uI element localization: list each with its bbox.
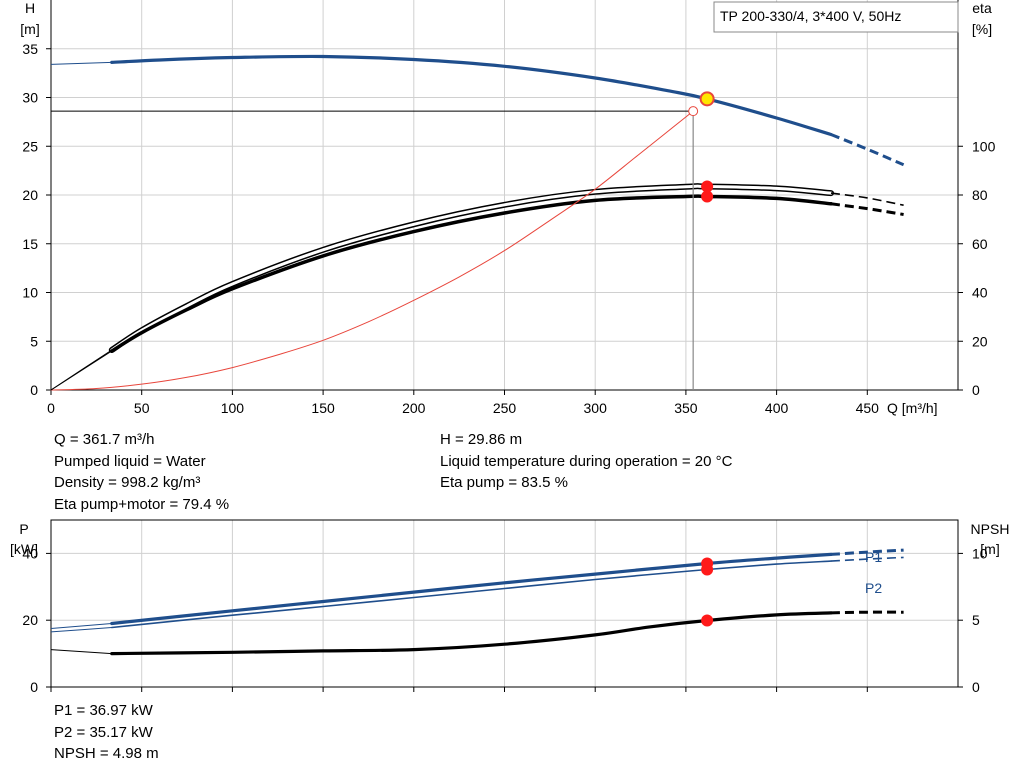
x-tick-label: 450 xyxy=(856,400,880,416)
h-tick-label: 0 xyxy=(30,382,38,398)
eta-pump-motor-readout: Eta pump+motor = 79.4 % xyxy=(54,495,230,513)
h-tick-label: 5 xyxy=(30,333,38,349)
p-axis-label: P xyxy=(19,521,28,537)
head-readout: H = 29.86 m xyxy=(440,431,523,448)
p1-curve xyxy=(110,552,833,626)
npsh-readout: NPSH = 4.98 m xyxy=(54,745,159,762)
info-bottom: P1 = 36.97 kW P2 = 35.17 kW NPSH = 4.98 … xyxy=(54,700,159,765)
p1-curve-extrapolated xyxy=(830,548,904,556)
h-tick-label: 35 xyxy=(22,41,38,57)
x-tick-label: 100 xyxy=(221,400,245,416)
h-tick-label: 30 xyxy=(22,90,38,106)
p2-curve xyxy=(111,560,832,629)
duty-point-head xyxy=(699,91,715,107)
bottom-chart-grid xyxy=(51,520,958,687)
system-curve-point xyxy=(688,106,699,117)
eta-tick-label: 40 xyxy=(972,285,988,301)
npsh-tick-label: 5 xyxy=(972,612,980,628)
h-axis-unit: [m] xyxy=(20,21,39,37)
p1-curve-extension xyxy=(50,623,112,629)
liquid-readout: Pumped liquid = Water xyxy=(54,452,206,470)
eta-tick-label: 100 xyxy=(972,138,996,154)
eta-axis-label: eta xyxy=(972,0,992,16)
x-tick-label: 200 xyxy=(402,400,426,416)
head-curve xyxy=(110,54,833,137)
head-curve-extrapolated xyxy=(830,133,905,167)
p2-curve-extrapolated xyxy=(830,556,904,562)
duty-point-eta xyxy=(701,180,714,193)
x-tick-label: 0 xyxy=(47,400,55,416)
operating-points xyxy=(688,91,715,627)
x-tick-label: 400 xyxy=(765,400,789,416)
top-chart-grid xyxy=(51,0,958,390)
chart-title: TP 200-330/4, 3*400 V, 50Hz xyxy=(720,8,901,24)
temperature-readout: Liquid temperature during operation = 20… xyxy=(440,452,733,470)
duty-point-bottom-1 xyxy=(701,563,714,576)
eta-tick-label: 0 xyxy=(972,382,980,398)
x-tick-label: 350 xyxy=(674,400,698,416)
eta-pump-curve-extrapolated xyxy=(830,192,904,206)
eta-tick-label: 20 xyxy=(972,333,988,349)
x-axis-label: Q [m³/h] xyxy=(887,400,938,416)
density-readout: Density = 998.2 kg/m³ xyxy=(54,474,201,491)
eta-pump-motor-curve-extrapolated xyxy=(830,202,904,216)
p-tick-label: 0 xyxy=(30,679,38,695)
x-tick-label: 50 xyxy=(134,400,150,416)
h-tick-label: 20 xyxy=(22,187,38,203)
h-tick-label: 15 xyxy=(22,236,38,252)
info-left-top: Q = 361.7 m³/h Pumped liquid = Water Den… xyxy=(54,429,229,515)
head-curve-extension xyxy=(50,61,112,65)
eta-axis-unit: [%] xyxy=(972,21,992,37)
eta-tick-label: 80 xyxy=(972,187,988,203)
p1-readout: P1 = 36.97 kW xyxy=(54,702,153,719)
p2-series-label: P2 xyxy=(865,580,882,596)
p2-readout: P2 = 35.17 kW xyxy=(54,723,153,741)
p2-curve-extension xyxy=(50,627,112,633)
flow-readout: Q = 361.7 m³/h xyxy=(54,431,155,448)
eta-tick-label: 60 xyxy=(972,236,988,252)
npsh-axis-label: NPSH xyxy=(971,521,1010,537)
axis-labels: 0 50 100 150 200 250 300 350 400 450 Q [m³/h]05101… xyxy=(10,0,1009,695)
x-tick-label: 300 xyxy=(584,400,608,416)
title-box: TP 200-330/4, 3*400 V, 50Hz xyxy=(713,1,959,33)
npsh-curve-extension xyxy=(50,649,112,655)
npsh-axis-unit: [m] xyxy=(980,541,999,557)
duty-point-bottom-2 xyxy=(701,614,714,627)
x-tick-label: 250 xyxy=(493,400,517,416)
eta-motor-curve-extension xyxy=(50,350,113,391)
npsh-tick-label: 0 xyxy=(972,679,980,695)
h-axis-label: H xyxy=(25,0,35,16)
eta-pump-readout: Eta pump = 83.5 % xyxy=(440,474,568,491)
npsh-curve xyxy=(110,611,833,656)
eta-pump-curve xyxy=(110,184,833,352)
h-tick-label: 25 xyxy=(22,138,38,154)
duty-point-eta xyxy=(701,190,714,203)
system-curve xyxy=(50,110,694,391)
p1-series-label: P1 xyxy=(865,549,882,565)
info-right-top: H = 29.86 m Liquid temperature during op… xyxy=(440,429,732,494)
p-axis-unit: [kW] xyxy=(10,541,38,557)
npsh-curve-extrapolated xyxy=(830,610,904,615)
chart-axes xyxy=(46,0,963,692)
eta-pump-motor-curve xyxy=(110,194,833,353)
p-tick-label: 20 xyxy=(22,612,38,628)
x-tick-label: 150 xyxy=(311,400,335,416)
npsh-tick-label: 10 xyxy=(972,545,988,561)
p-tick-label: 40 xyxy=(22,545,38,561)
h-tick-label: 10 xyxy=(22,285,38,301)
